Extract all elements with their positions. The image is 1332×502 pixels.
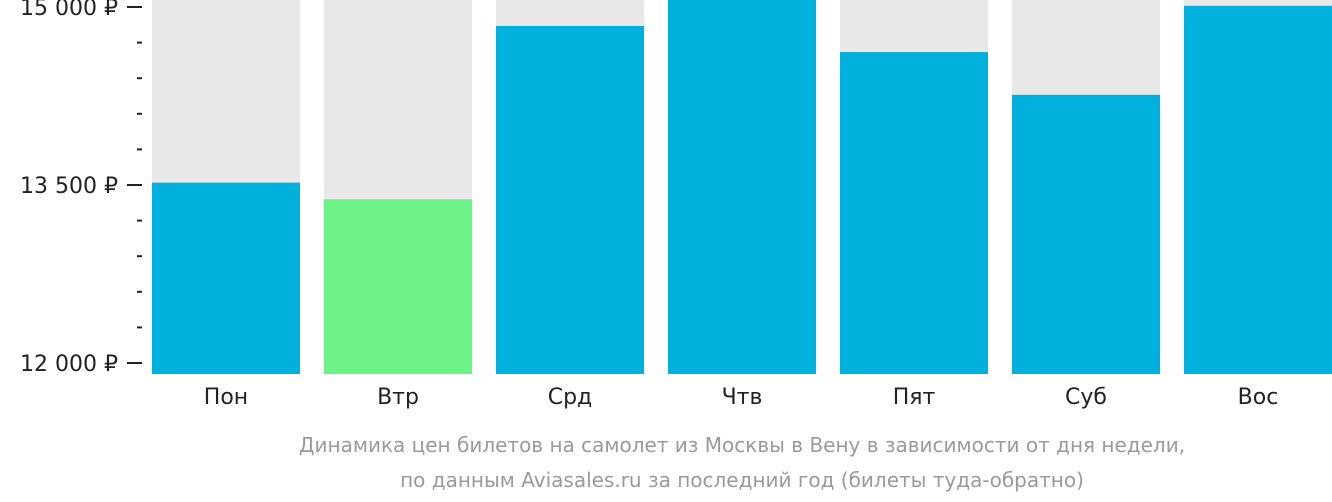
bar-3 [496, 25, 644, 375]
bar-2 [324, 199, 472, 374]
x-tick-label-4: Чтв [722, 385, 763, 410]
bars [152, 0, 1332, 375]
x-tick-label-6: Суб [1065, 385, 1107, 410]
bar-7 [1184, 5, 1332, 375]
y-tick-label-2: 13 500 ₽ [20, 174, 118, 199]
chart-caption-line-1: Динамика цен билетов на самолет из Москв… [299, 433, 1185, 457]
y-tick-label-1: 15 000 ₽ [20, 0, 118, 21]
x-tick-label-1: Пон [204, 385, 248, 410]
bar-1 [152, 182, 300, 374]
bar-6 [1012, 94, 1160, 375]
chart-caption-line-2: по данным Aviasales.ru за последний год … [400, 468, 1084, 492]
bar-4 [668, 0, 816, 374]
bar-5 [840, 52, 988, 375]
x-tick-label-7: Вос [1238, 385, 1279, 410]
x-tick-label-3: Срд [548, 385, 593, 410]
x-tick-label-2: Втр [377, 385, 419, 410]
y-axis: 15 000 ₽ 13 500 ₽ 12 000 ₽ [20, 0, 142, 377]
x-axis-labels: Пон Втр Срд Чтв Пят Суб Вос [204, 385, 1279, 410]
y-tick-label-3: 12 000 ₽ [20, 352, 118, 377]
x-tick-label-5: Пят [893, 385, 936, 410]
